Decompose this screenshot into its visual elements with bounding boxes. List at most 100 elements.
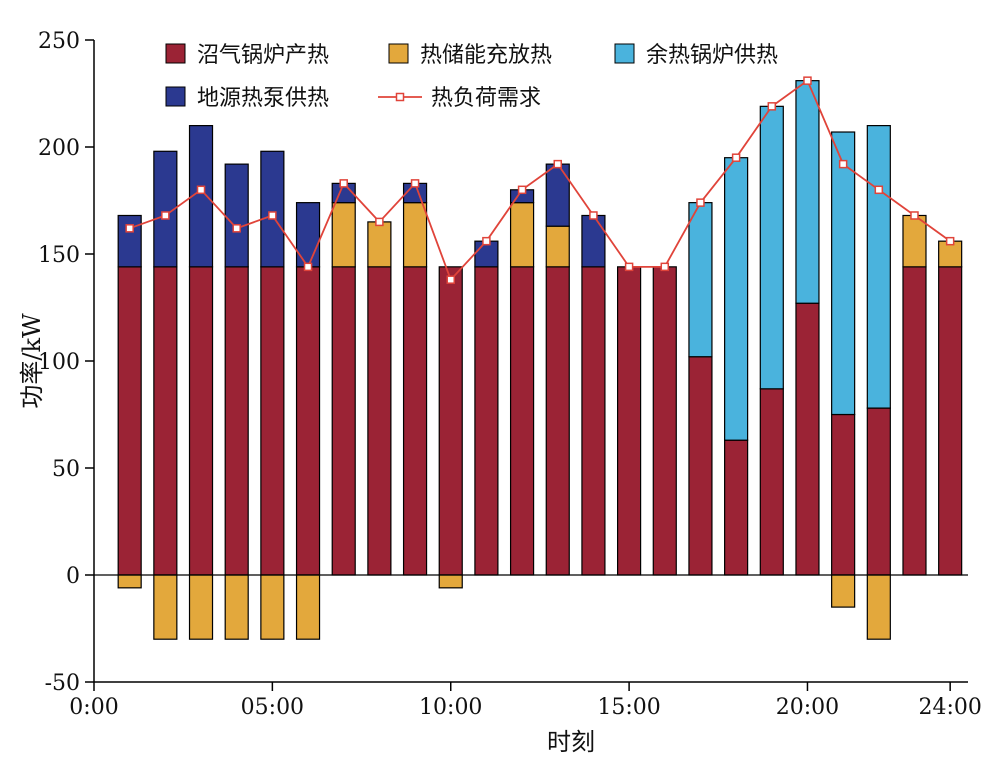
- bar-series0-x8: [367, 266, 392, 576]
- legend-marker: [395, 92, 405, 102]
- bar-series1-x1: [117, 574, 142, 589]
- bar-series0-x13: [545, 266, 570, 576]
- demand-marker-x1: [125, 224, 134, 233]
- bar-series3-x14: [581, 214, 606, 268]
- demand-marker-x16: [660, 262, 670, 272]
- legend-label-4: 热负荷需求: [431, 86, 541, 111]
- demand-marker-x22: [874, 185, 884, 195]
- legend-swatch-2: [614, 43, 635, 64]
- bar-series0-x10: [438, 266, 463, 576]
- bar-series0-x12: [509, 266, 535, 576]
- demand-marker-x5: [268, 211, 277, 220]
- bar-series2-x22: [866, 124, 891, 409]
- demand-marker-x12: [517, 185, 527, 195]
- demand-marker-x18: [731, 153, 741, 162]
- x-tick-label: 15:00: [597, 695, 660, 720]
- bar-series1-x9: [402, 202, 428, 268]
- legend-label-1: 热储能充放热: [420, 43, 552, 68]
- demand-marker-x6: [303, 262, 313, 272]
- bar-series1-x7: [331, 202, 356, 268]
- legend-label-2: 余热锅炉供热: [646, 43, 778, 68]
- legend-label-3: 地源热泵供热: [197, 86, 329, 111]
- bar-series0-x3: [188, 266, 214, 576]
- bar-series2-x21: [831, 131, 856, 416]
- bar-layer: [117, 80, 963, 640]
- demand-line: [129, 79, 951, 282]
- bar-series1-x10: [438, 574, 463, 589]
- bar-series1-x12: [509, 202, 535, 268]
- bar-series0-x11: [474, 266, 499, 576]
- y-tick-label: 0: [66, 564, 80, 589]
- bar-series0-x4: [224, 266, 249, 576]
- legend-label-0: 沼气锅炉产热: [197, 43, 329, 68]
- bar-series3-x3: [188, 124, 214, 268]
- demand-marker-x14: [589, 211, 598, 220]
- bar-series1-x8: [367, 221, 392, 268]
- x-tick-label: 05:00: [241, 695, 304, 720]
- demand-marker-x23: [910, 211, 919, 220]
- bar-series1-x23: [902, 214, 927, 268]
- bar-series1-x21: [831, 574, 856, 608]
- demand-line-layer: [125, 76, 955, 284]
- y-tick-label: 250: [38, 29, 80, 54]
- bar-series0-x15: [617, 266, 642, 576]
- bar-series3-x13: [545, 163, 570, 227]
- bar-series1-x6: [295, 574, 321, 640]
- demand-marker-x24: [945, 236, 955, 246]
- bar-series0-x9: [402, 266, 428, 576]
- bar-series3-x5: [260, 150, 285, 268]
- legend-swatch-0: [165, 43, 186, 64]
- bar-series1-x22: [866, 574, 891, 640]
- y-axis-title: 功率/kW: [18, 313, 46, 409]
- bar-series0-x21: [831, 413, 856, 576]
- bar-series3-x2: [153, 150, 178, 268]
- demand-marker-x19: [767, 102, 777, 111]
- demand-marker-x20: [803, 76, 812, 85]
- demand-marker-x13: [553, 159, 563, 169]
- demand-marker-x3: [196, 185, 206, 195]
- bar-series2-x20: [795, 80, 820, 304]
- demand-marker-x2: [161, 211, 170, 220]
- bar-series1-x13: [545, 225, 570, 268]
- bar-series1-x5: [260, 574, 285, 640]
- bar-series0-x24: [938, 266, 963, 576]
- bar-series0-x1: [117, 266, 142, 576]
- bar-series0-x2: [153, 266, 178, 576]
- bar-series2-x18: [724, 157, 749, 441]
- bar-series0-x22: [866, 407, 891, 576]
- demand-marker-x4: [232, 224, 241, 233]
- bar-series2-x17: [688, 202, 713, 358]
- bar-series0-x7: [331, 266, 356, 576]
- bar-series0-x6: [295, 266, 321, 576]
- bar-series0-x23: [902, 266, 927, 576]
- bar-series1-x2: [153, 574, 178, 640]
- axes-layer: -50 0 50 100 150 200 250 0:00 05:00 10:00 15:00 20:…: [38, 29, 982, 720]
- bar-series3-x1: [117, 214, 142, 268]
- bar-series1-x4: [224, 574, 249, 640]
- demand-marker-x7: [339, 179, 348, 188]
- bar-series0-x14: [581, 266, 606, 576]
- bar-series0-x19: [759, 388, 784, 576]
- legend-swatch-3: [165, 86, 186, 107]
- bar-series0-x17: [688, 356, 713, 576]
- demand-marker-x10: [446, 275, 455, 284]
- y-tick-label: 50: [52, 457, 80, 482]
- x-tick-label: 10:00: [419, 695, 482, 720]
- x-tick-label: 20:00: [776, 695, 839, 720]
- x-axis-title: 时刻: [547, 728, 595, 756]
- bar-series1-x3: [188, 574, 214, 640]
- bar-series0-x20: [795, 302, 820, 576]
- bar-series0-x16: [652, 266, 677, 576]
- bar-series2-x19: [759, 105, 784, 390]
- x-tick-label: 0:00: [69, 695, 118, 720]
- y-tick-label: 100: [38, 350, 80, 375]
- y-tick-label: -50: [45, 671, 80, 696]
- demand-marker-x17: [696, 198, 705, 207]
- y-tick-label: 200: [38, 136, 80, 161]
- x-tick-label: 24:00: [918, 695, 981, 720]
- bar-series3-x4: [224, 163, 249, 268]
- bar-series3-x6: [295, 202, 321, 268]
- demand-marker-x21: [838, 159, 848, 169]
